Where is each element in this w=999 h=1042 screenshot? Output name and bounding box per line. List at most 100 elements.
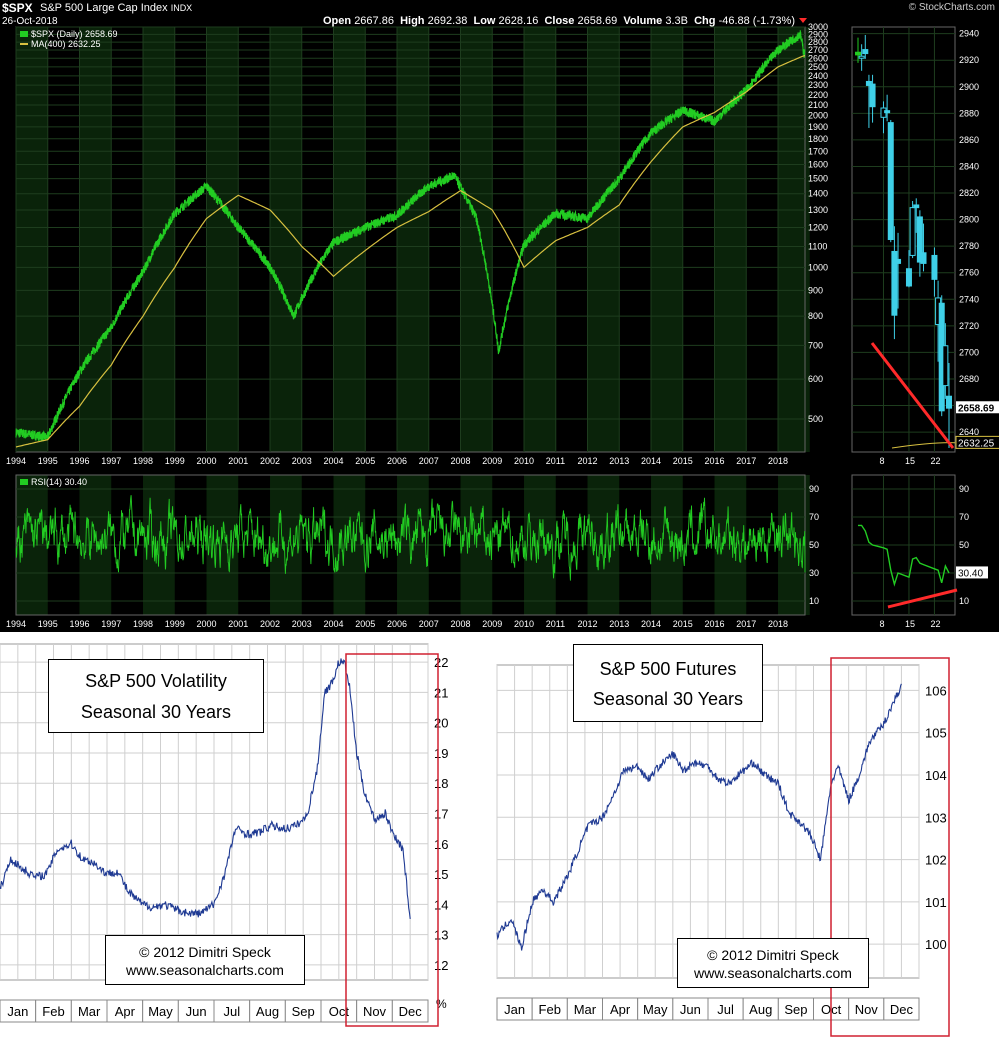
- year-tick-label: 2002: [260, 456, 280, 466]
- highlight-box: [830, 657, 950, 1037]
- price-tick-label: 800: [808, 311, 823, 321]
- stockcharts-panel: $SPX S&P 500 Large Cap Index INDX 26-Oct…: [0, 0, 999, 632]
- rsi-year-tick-label: 2005: [355, 619, 375, 629]
- month-label: Aug: [749, 1002, 772, 1017]
- year-band: [206, 27, 239, 452]
- month-label: Jan: [504, 1002, 525, 1017]
- ma400-line: [15, 55, 806, 448]
- price-legend-swatch: [20, 31, 28, 37]
- price-tick-label: 2200: [808, 90, 828, 100]
- zoom-tick-label: 2740: [959, 294, 979, 304]
- candle-body: [913, 204, 920, 209]
- year-band: [16, 27, 48, 452]
- year-tick-label: 2001: [228, 456, 248, 466]
- rsi-year-tick-label: 2018: [768, 619, 788, 629]
- highlight-box: [345, 653, 439, 1027]
- zoom-tick-label: 2720: [959, 321, 979, 331]
- price-legend-label: $SPX (Daily) 2658.69: [31, 29, 118, 39]
- year-tick-label: 2017: [736, 456, 756, 466]
- rsi-year-tick-label: 1996: [70, 619, 90, 629]
- rsi-year-tick-label: 1999: [165, 619, 185, 629]
- price-tick-label: 2600: [808, 53, 828, 63]
- year-tick-label: 2007: [419, 456, 439, 466]
- price-tick-label: 700: [808, 340, 823, 350]
- rsi-tick-label: 90: [809, 484, 819, 494]
- down-triangle-icon: [799, 18, 807, 23]
- candle-body: [891, 250, 898, 316]
- price-tick-label: 900: [808, 285, 823, 295]
- price-tick-label: 1700: [808, 146, 828, 156]
- seasonal-line: [496, 683, 902, 951]
- price-tick-label: 2100: [808, 100, 828, 110]
- month-label: Apr: [610, 1002, 631, 1017]
- rsi-year-tick-label: 2002: [260, 619, 280, 629]
- candle-body: [858, 55, 865, 59]
- vix-title-line-1: S&P 500 Volatility: [85, 671, 227, 691]
- rsi-tick-label: 50: [809, 540, 819, 550]
- month-label: Mar: [78, 1004, 101, 1019]
- stockcharts-svg: 500 600 700 800 900 1000 1100 1200 1300 1400 1500 1…: [6, 18, 999, 629]
- close-tag: 2658.69: [958, 403, 995, 414]
- rsi-year-tick-label: 1995: [38, 619, 58, 629]
- price-trendline: [870, 342, 955, 449]
- month-label: Sep: [784, 1002, 807, 1017]
- zoom-day-label: 22: [930, 456, 940, 466]
- rsi-year-tick-label: 2016: [705, 619, 725, 629]
- zoom-price-frame: [851, 26, 956, 453]
- zoom-tick-label: 2800: [959, 215, 979, 225]
- month-label: Mar: [574, 1002, 597, 1017]
- futures-title-line-2: Seasonal 30 Years: [592, 689, 744, 709]
- seasonal-y-label: 103: [925, 810, 947, 825]
- rsi-year-tick-label: 1994: [6, 619, 26, 629]
- zoom-day-label: 15: [905, 456, 915, 466]
- zoom-tick-label: 2820: [959, 188, 979, 198]
- candle-body: [855, 51, 861, 56]
- zoom-tick-label: 2780: [959, 241, 979, 251]
- price-tick-label: 500: [808, 414, 823, 424]
- stockcharts-brand: © StockCharts.com: [908, 2, 995, 13]
- rsi-year-tick-label: 2013: [609, 619, 629, 629]
- rsi-year-tick-label: 2012: [578, 619, 598, 629]
- zoom-tick-label: 2640: [959, 427, 979, 437]
- month-label: Sep: [292, 1004, 315, 1019]
- rsi-tick-label: 10: [809, 596, 819, 606]
- month-label: Feb: [539, 1002, 561, 1017]
- price-tick-label: 1100: [808, 242, 827, 252]
- zoom-tick-label: 2860: [959, 135, 979, 145]
- month-label: Jan: [7, 1004, 28, 1019]
- rsi-year-tick-label: 2000: [197, 619, 217, 629]
- rsi-legend-label: RSI(14) 30.40: [31, 477, 87, 487]
- seasonal-y-label: 15: [434, 867, 448, 882]
- candle-body: [862, 49, 869, 55]
- vix-title-line-2: Seasonal 30 Years: [80, 702, 232, 722]
- price-tick-label: 600: [808, 374, 823, 384]
- zoom-rsi-tag-bg: [956, 566, 988, 579]
- seasonal-y-label: 106: [925, 683, 947, 698]
- month-cell: [391, 999, 429, 1023]
- year-tick-label: 2005: [355, 456, 375, 466]
- year-tick-label: 2013: [609, 456, 629, 466]
- zoom-rsi-day-label: 22: [930, 619, 940, 629]
- rsi-year-tick-label: 2009: [482, 619, 502, 629]
- zoom-rsi-tick-label: 70: [959, 512, 969, 522]
- price-tick-label: 1500: [808, 174, 828, 184]
- price-tick-label: 2900: [808, 29, 828, 39]
- candle-body: [869, 83, 876, 108]
- year-tick-label: 2016: [705, 456, 725, 466]
- rsi-year-tick-label: 2011: [546, 619, 565, 629]
- zoom-rsi-day-label: 8: [879, 619, 884, 629]
- month-cell: [883, 997, 920, 1021]
- seasonal-y-label: 13: [434, 928, 448, 943]
- month-label: Dec: [399, 1004, 423, 1019]
- rsi-year-tick-label: 1998: [133, 619, 153, 629]
- year-tick-label: 1999: [165, 456, 185, 466]
- month-label: Oct: [329, 1004, 350, 1019]
- year-band: [270, 27, 302, 452]
- price-tick-label: 2700: [808, 45, 828, 55]
- seasonal-y-label: 17: [434, 807, 448, 822]
- rsi-year-tick-label: 2017: [736, 619, 756, 629]
- seasonal-y-label: 20: [434, 716, 448, 731]
- year-tick-label: 2000: [197, 456, 217, 466]
- spx-price-line: [15, 30, 806, 442]
- vix-copyright-line-2: www.seasonalcharts.com: [126, 962, 284, 978]
